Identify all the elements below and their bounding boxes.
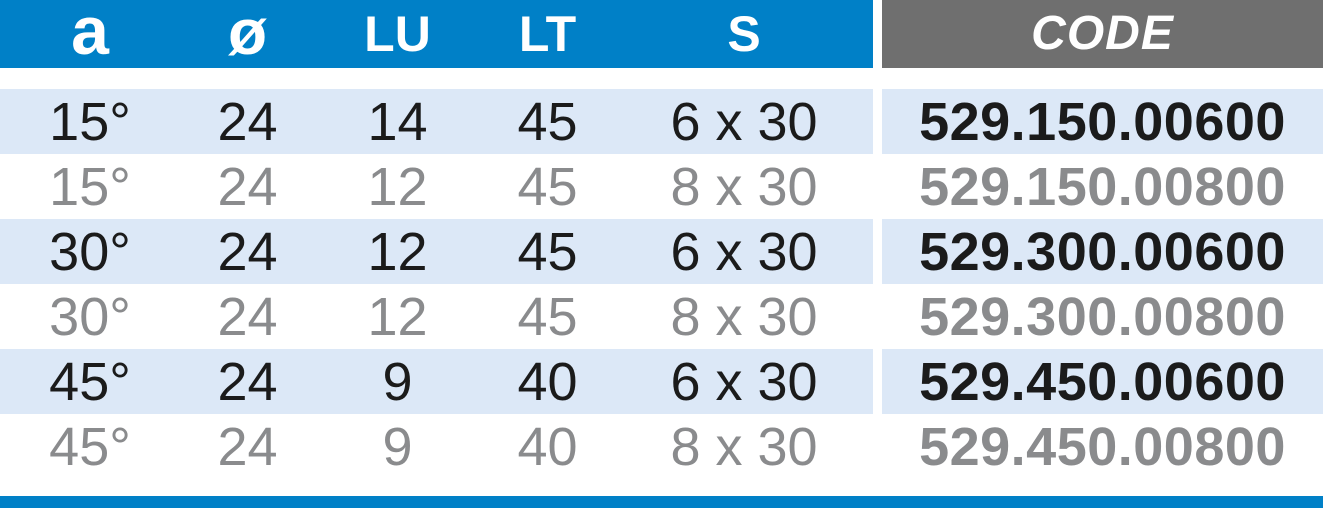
cell-diameter: 24 [180,154,315,219]
cell-total-length: 45 [480,219,615,284]
col-header-angle: a [0,0,180,68]
cell-usable-length: 9 [315,349,480,414]
table-row: 45° 24 9 40 6 x 30 529.450.00600 [0,349,1323,414]
cell-usable-length: 12 [315,284,480,349]
cell-shank: 6 x 30 [615,89,873,154]
cell-usable-length: 12 [315,219,480,284]
cell-diameter: 24 [180,349,315,414]
cell-shank: 8 x 30 [615,284,873,349]
cell-angle: 30° [0,284,180,349]
col-header-diameter: ø [180,0,315,68]
table-row: 30° 24 12 45 6 x 30 529.300.00600 [0,219,1323,284]
cell-shank: 6 x 30 [615,219,873,284]
cell-total-length: 45 [480,154,615,219]
cell-shank: 6 x 30 [615,349,873,414]
col-header-total-length: LT [480,0,615,68]
cell-angle: 45° [0,414,180,479]
table-row: 30° 24 12 45 8 x 30 529.300.00800 [0,284,1323,349]
table-header: a ø LU LT S CODE [0,0,1323,68]
cell-shank: 8 x 30 [615,154,873,219]
header-row: a ø LU LT S CODE [0,0,1323,68]
cell-shank: 8 x 30 [615,414,873,479]
col-header-usable-length: LU [315,0,480,68]
cell-total-length: 40 [480,349,615,414]
cell-diameter: 24 [180,89,315,154]
table-row: 15° 24 12 45 8 x 30 529.150.00800 [0,154,1323,219]
cell-usable-length: 12 [315,154,480,219]
cell-code: 529.150.00800 [873,154,1323,219]
cell-code: 529.150.00600 [873,89,1323,154]
col-header-angle-label: a [71,0,109,68]
cell-diameter: 24 [180,284,315,349]
cell-angle: 30° [0,219,180,284]
cell-code: 529.450.00600 [873,349,1323,414]
cell-code: 529.300.00800 [873,284,1323,349]
table-row: 15° 24 14 45 6 x 30 529.150.00600 [0,89,1323,154]
cell-angle: 45° [0,349,180,414]
spec-table: a ø LU LT S CODE 15° 24 14 45 6 x 30 529… [0,0,1323,479]
cell-angle: 15° [0,89,180,154]
diameter-symbol: ø [227,0,268,68]
cell-code: 529.450.00800 [873,414,1323,479]
cell-total-length: 45 [480,89,615,154]
bottom-accent-bar [0,496,1323,508]
col-header-code: CODE [873,0,1323,68]
cell-diameter: 24 [180,219,315,284]
cell-total-length: 40 [480,414,615,479]
cell-diameter: 24 [180,414,315,479]
table-body: 15° 24 14 45 6 x 30 529.150.00600 15° 24… [0,68,1323,479]
col-header-shank: S [615,0,873,68]
cell-usable-length: 9 [315,414,480,479]
cell-usable-length: 14 [315,89,480,154]
header-body-gap [0,68,1323,89]
table-row: 45° 24 9 40 8 x 30 529.450.00800 [0,414,1323,479]
cell-total-length: 45 [480,284,615,349]
cell-code: 529.300.00600 [873,219,1323,284]
cell-angle: 15° [0,154,180,219]
